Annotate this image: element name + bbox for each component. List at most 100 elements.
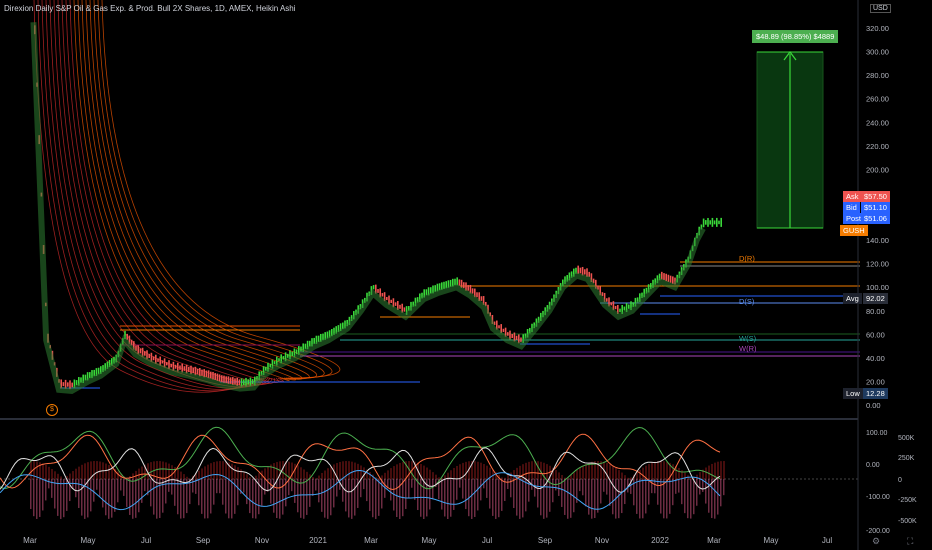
volume-bar	[654, 479, 656, 494]
candle	[405, 306, 408, 315]
histogram-bar	[471, 461, 473, 479]
volume-bar	[600, 479, 602, 504]
histogram-bar	[282, 461, 284, 479]
volume-bar	[318, 479, 320, 503]
volume-bar	[471, 479, 473, 519]
price-tick: 0.00	[866, 401, 881, 410]
histogram-bar	[447, 472, 449, 479]
candle	[443, 281, 445, 290]
histogram-bar	[693, 477, 695, 479]
volume-bar	[669, 479, 671, 514]
candle	[595, 279, 597, 289]
histogram-bar	[186, 476, 188, 479]
price-tick: 300.00	[866, 48, 889, 57]
pane-separator[interactable]	[0, 418, 858, 420]
histogram-bar	[249, 476, 251, 479]
post-value: $51.06	[861, 213, 890, 224]
volume-bar	[621, 479, 623, 514]
low-value: 12.28	[863, 388, 888, 399]
volume-bar	[294, 479, 296, 503]
candle	[265, 366, 267, 371]
histogram-bar	[303, 469, 305, 479]
histogram-bar	[594, 461, 596, 479]
time-tick: Nov	[595, 536, 609, 545]
settings-icon[interactable]: ⚙	[872, 536, 881, 546]
candle	[392, 298, 395, 308]
candle	[221, 375, 223, 383]
osc-line-green	[0, 426, 721, 490]
histogram-bar	[429, 469, 431, 479]
volume-bar	[681, 479, 683, 505]
currency-button[interactable]: USD	[870, 4, 891, 13]
volume-bar	[270, 479, 272, 504]
histogram-bar	[723, 461, 725, 479]
volume-bar	[528, 479, 530, 502]
volume-bar	[603, 479, 605, 492]
volume-bar	[375, 479, 377, 519]
price-tick: 80.00	[866, 307, 885, 316]
candle	[500, 324, 502, 334]
candle	[590, 273, 593, 283]
histogram-bar	[177, 469, 179, 479]
histogram-bar	[72, 471, 74, 479]
candle	[529, 327, 531, 334]
candle	[397, 300, 399, 310]
avg-value: 92.02	[863, 293, 888, 304]
candle	[106, 361, 109, 369]
events-icon[interactable]: $	[46, 404, 58, 416]
candle	[456, 277, 458, 286]
volume-bar	[630, 479, 632, 494]
candle	[496, 320, 498, 330]
price-tick: 280.00	[866, 71, 889, 80]
histogram-bar	[474, 461, 476, 479]
volume-bar	[474, 479, 476, 517]
histogram-bar	[477, 461, 479, 479]
ma-line	[57, 0, 273, 386]
candle	[192, 367, 194, 374]
ma-ribbon	[33, 0, 341, 393]
histogram-bar	[204, 466, 206, 479]
candle	[348, 316, 351, 325]
candle	[225, 376, 227, 384]
candle	[282, 356, 285, 360]
histogram-bar	[222, 461, 224, 479]
histogram-bar	[240, 469, 242, 479]
volume-bar	[324, 479, 326, 518]
candle	[159, 356, 161, 366]
candle	[333, 327, 335, 335]
candle	[135, 345, 137, 351]
candle	[177, 362, 179, 372]
volume-bar	[99, 479, 101, 497]
price-tick: 40.00	[866, 354, 885, 363]
candle	[150, 352, 153, 362]
volume-bar	[210, 479, 212, 514]
candle	[570, 271, 573, 278]
histogram-bar	[435, 474, 437, 479]
candle	[324, 332, 326, 340]
volume-bar	[354, 479, 356, 516]
volume-bar	[342, 479, 344, 502]
candle	[427, 287, 430, 296]
volume-bar	[78, 479, 80, 508]
volume-bar	[120, 479, 122, 491]
volume-bar	[150, 479, 152, 507]
candle	[339, 323, 342, 332]
histogram-bar	[132, 473, 134, 479]
volume-bar	[114, 479, 116, 512]
histogram-bar	[504, 477, 506, 479]
volume-bar	[63, 479, 65, 518]
candle	[610, 302, 612, 306]
volume-bar	[243, 479, 245, 493]
candle	[654, 278, 656, 285]
fullscreen-icon[interactable]: ⛶	[907, 536, 914, 546]
histogram-bar	[624, 475, 626, 479]
histogram-bar	[201, 468, 203, 479]
histogram-bar	[348, 461, 350, 479]
volume-bar	[234, 479, 236, 514]
candle	[309, 340, 311, 347]
histogram-bar	[489, 467, 491, 479]
measure-label[interactable]: $48.89 (98.85%) $4889	[752, 30, 839, 43]
candle	[667, 274, 670, 282]
